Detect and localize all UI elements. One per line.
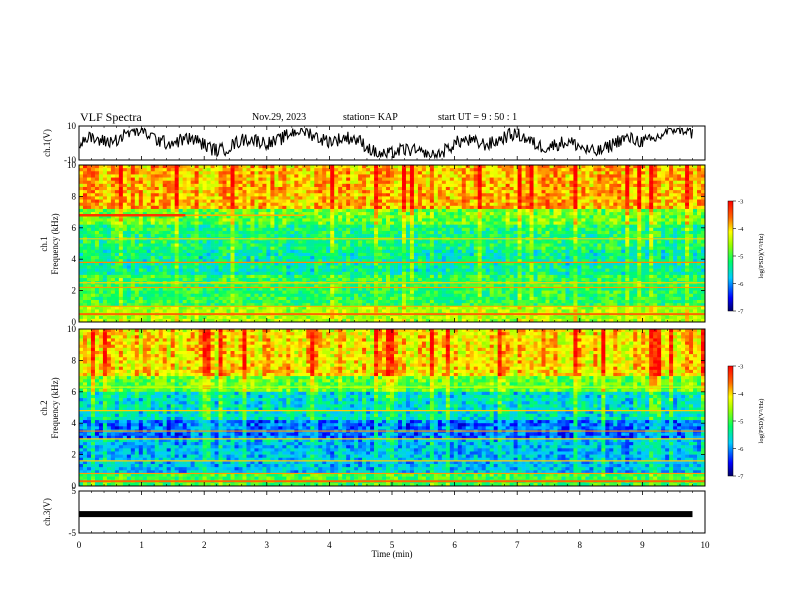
ch1-colorbar: -3 -4 -5 -6 -7 log(PSD)(V²/Hz) bbox=[727, 199, 765, 316]
x-tick-label: 9 bbox=[640, 540, 645, 550]
colorbar-tick-label: -4 bbox=[738, 226, 744, 233]
x-tick-label: 1 bbox=[139, 540, 144, 550]
ch1-freq-channel-label: ch.1 bbox=[39, 236, 49, 251]
x-tick-label: 7 bbox=[515, 540, 520, 550]
x-tick-label: 2 bbox=[202, 540, 207, 550]
y-tick-label: 4 bbox=[72, 418, 77, 428]
colorbar-tick-label: -5 bbox=[738, 254, 743, 261]
ch2-freq-channel-label: ch.2 bbox=[39, 400, 49, 415]
ch2-colorbar-label: log(PSD)(V²/Hz) bbox=[758, 399, 765, 444]
y-tick-label: 2 bbox=[72, 450, 77, 460]
colorbar-tick-label: -7 bbox=[738, 309, 744, 316]
plot-title: VLF Spectra bbox=[80, 110, 142, 124]
ch3-waveform-line bbox=[79, 511, 693, 518]
ch1-waveform-line bbox=[78, 127, 694, 160]
x-tick-label: 4 bbox=[327, 540, 332, 550]
y-tick-label: 4 bbox=[72, 254, 77, 264]
x-tick-label: 5 bbox=[390, 540, 395, 550]
x-tick-label: 3 bbox=[265, 540, 270, 550]
y-tick-label: -5 bbox=[69, 528, 77, 538]
y-tick-label: -10 bbox=[64, 155, 76, 165]
ch3-volt-ylabel: ch.3(V) bbox=[42, 498, 52, 526]
y-tick-label: 8 bbox=[72, 191, 77, 201]
y-tick-label: 6 bbox=[72, 223, 77, 233]
colorbar-tick-label: -6 bbox=[738, 281, 744, 288]
y-tick-label: 8 bbox=[72, 355, 77, 365]
x-tick-label: 0 bbox=[77, 540, 82, 550]
colorbar-tick-label: -6 bbox=[738, 446, 744, 453]
y-tick-label: 0 bbox=[72, 317, 77, 327]
y-tick-label: 0 bbox=[72, 481, 77, 491]
ch1-volt-ylabel: ch.1(V) bbox=[42, 129, 52, 157]
y-tick-label: 10 bbox=[67, 324, 77, 334]
x-axis-label: Time (min) bbox=[372, 549, 413, 559]
y-tick-label: 2 bbox=[72, 286, 77, 296]
ch2-colorbar: -3 -4 -5 -6 -7 log(PSD)(V²/Hz) bbox=[727, 364, 765, 481]
date-label: Nov.29, 2023 bbox=[252, 112, 307, 123]
y-tick-label: 10 bbox=[67, 121, 77, 131]
ch1-colorbar-label: log(PSD)(V²/Hz) bbox=[758, 234, 765, 279]
start-time-label: start UT = 9 : 50 : 1 bbox=[438, 112, 518, 123]
ch1-freq-ylabel: Frequency (kHz) bbox=[50, 213, 60, 274]
colorbar-tick-label: -4 bbox=[738, 391, 744, 398]
y-tick-label: 6 bbox=[72, 387, 77, 397]
colorbar-tick-label: -3 bbox=[738, 364, 743, 371]
station-label: station= KAP bbox=[343, 112, 398, 123]
ch2-freq-ylabel: Frequency (kHz) bbox=[50, 377, 60, 438]
ch2-spectrogram bbox=[78, 328, 706, 487]
x-tick-label: 8 bbox=[578, 540, 583, 550]
x-tick-label: 6 bbox=[452, 540, 457, 550]
x-tick-label: 10 bbox=[701, 540, 711, 550]
ch1-spectrogram bbox=[78, 164, 706, 323]
y-tick-label: 10 bbox=[67, 160, 77, 170]
colorbar-tick-label: -5 bbox=[738, 419, 743, 426]
y-tick-label: 5 bbox=[72, 486, 77, 496]
colorbar-tick-label: -3 bbox=[738, 199, 743, 206]
colorbar-tick-label: -7 bbox=[738, 474, 744, 481]
